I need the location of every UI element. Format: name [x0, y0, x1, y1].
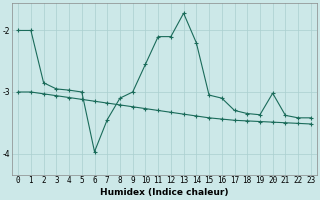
X-axis label: Humidex (Indice chaleur): Humidex (Indice chaleur)	[100, 188, 229, 197]
